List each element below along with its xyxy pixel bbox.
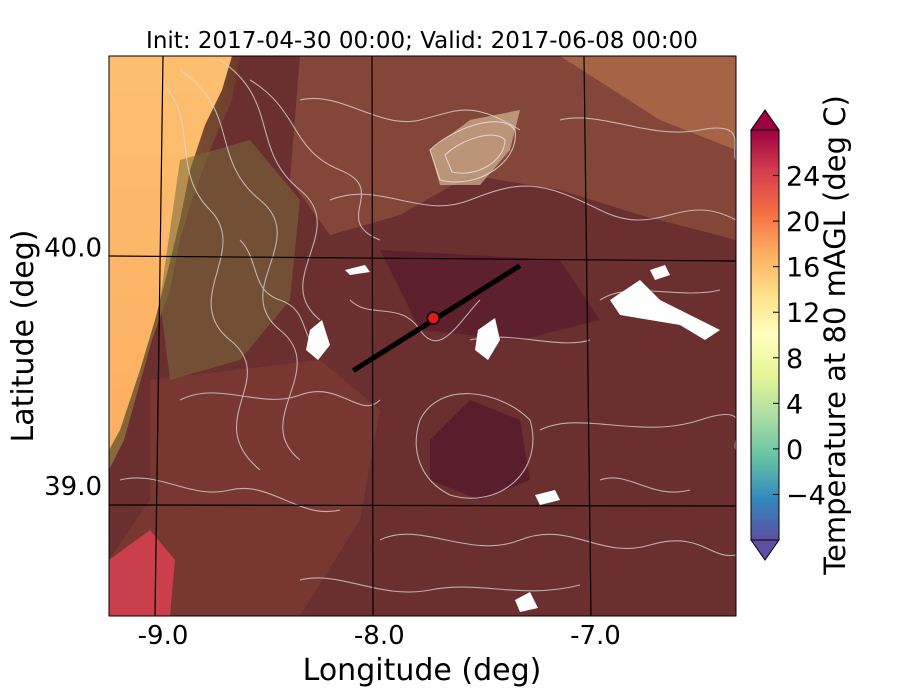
colorbar-tick-labels: −4 0 4 8 12 16 20 24 [773,162,826,511]
colorbar-label: Temperature at 80 mAGL (deg C) [818,95,852,576]
colorbar-tick-label: 0 [786,435,803,466]
temperature-contours [119,59,736,593]
x-axis-label: Longitude (deg) [303,653,542,688]
y-tick-labels: 40.0 39.0 [44,234,102,502]
x-tick-label: -8.0 [354,621,405,651]
x-tick-label: -7.0 [570,621,621,651]
colorbar-tick-label: 20 [786,207,820,238]
colorbar-tick-label: 8 [786,344,803,375]
colorbar-top-extension [750,109,780,131]
y-axis-label: Latitude (deg) [6,230,41,443]
map-frame [108,55,737,617]
colorbar-tick-label: 24 [786,162,820,193]
colorbar-tick-label: −4 [786,480,826,511]
colorbar-bottom-extension [750,539,780,561]
x-tick-labels: -9.0 -8.0 -7.0 [138,621,621,651]
masked-patches [306,265,720,612]
colorbar-tick-label: 12 [786,298,820,329]
map-gridlines [109,56,736,616]
colorbar: −4 0 4 8 12 16 20 24 Temperature at 80 mAGL (de… [750,95,852,576]
colorbar-body [750,129,780,541]
temperature-map [109,56,736,616]
warm-coastal-pocket [109,530,175,616]
inland-strip [160,140,300,380]
colorbar-tick-label: 16 [786,253,820,284]
point-marker [426,311,441,325]
y-tick-label: 39.0 [44,472,102,502]
map-title: Init: 2017-04-30 00:00; Valid: 2017-06-0… [146,28,698,54]
colorbar-tick-label: 4 [786,389,803,420]
x-tick-label: -9.0 [138,621,189,651]
y-tick-label: 40.0 [44,234,102,264]
